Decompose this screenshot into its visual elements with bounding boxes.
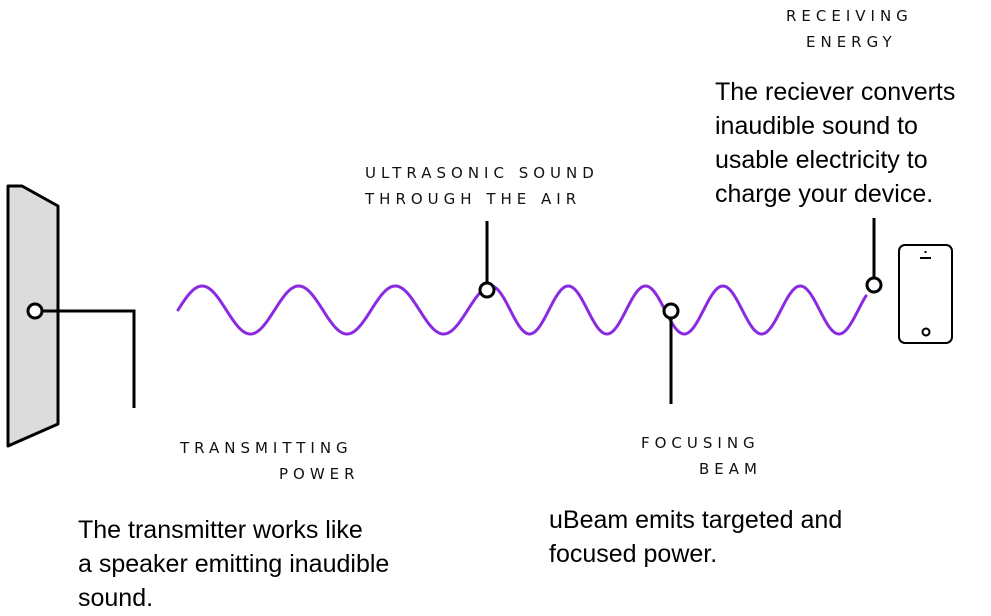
transmitting-label-line2: POWER xyxy=(279,465,360,483)
ultrasonic-label-line2: THROUGH THE AIR xyxy=(365,190,582,208)
ultrasonic-wave xyxy=(176,284,868,336)
ultrasonic-sound-label: ULTRASONIC SOUND THROUGH THE AIR xyxy=(365,160,635,212)
ultrasonic-label-line1: ULTRASONIC SOUND xyxy=(365,164,599,182)
beam-description-line: focused power. xyxy=(549,540,718,568)
receiver-description: The reciever converts inaudible sound to… xyxy=(715,75,989,211)
transmitter-description: The transmitter works like a speaker emi… xyxy=(78,513,448,615)
transmitter-node xyxy=(26,302,44,320)
transmitter-description-line: The transmitter works like xyxy=(78,516,363,544)
focusing-beam-label: FOCUSING BEAM xyxy=(641,430,781,482)
ultrasonic-node xyxy=(478,281,496,299)
receiver-description-line: inaudible sound to xyxy=(715,112,918,140)
beam-description-line: uBeam emits targeted and xyxy=(549,506,843,534)
focusing-node xyxy=(662,302,680,320)
receiver-description-line: charge your device. xyxy=(715,180,934,208)
transmitting-label-line1: TRANSMITTING xyxy=(180,439,353,457)
focusing-label-line2: BEAM xyxy=(699,460,762,478)
receiver-description-line: The reciever converts xyxy=(715,78,956,106)
receiver-description-line: usable electricity to xyxy=(715,146,928,174)
receiving-label-line1: RECEIVING xyxy=(786,7,913,25)
beam-description: uBeam emits targeted and focused power. xyxy=(549,503,909,571)
receiving-energy-label: RECEIVING ENERGY xyxy=(786,3,926,55)
transmitting-power-label: TRANSMITTING POWER xyxy=(180,435,380,487)
receiving-label-line2: ENERGY xyxy=(806,33,897,51)
transmitter-description-line: a speaker emitting inaudible xyxy=(78,550,390,578)
smartphone-icon xyxy=(898,244,953,344)
receiving-node xyxy=(865,276,883,294)
transmitter-description-line: sound. xyxy=(78,584,154,612)
transmitter-leader-line xyxy=(40,309,136,408)
focusing-label-line1: FOCUSING xyxy=(641,434,760,452)
